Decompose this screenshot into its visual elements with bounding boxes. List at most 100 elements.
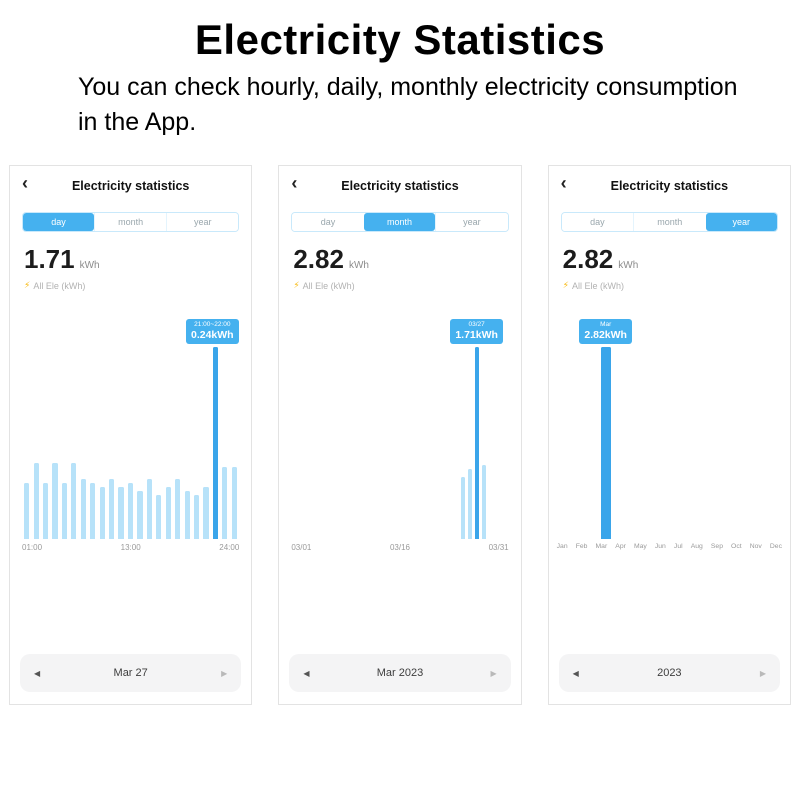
tab-year[interactable]: year — [435, 213, 508, 231]
x-axis-label: Oct — [731, 543, 742, 550]
page-title: Electricity Statistics — [194, 16, 606, 63]
tab-month[interactable]: month — [633, 213, 706, 231]
chart-bar[interactable] — [184, 491, 190, 539]
chart-bar[interactable] — [600, 347, 611, 539]
chart-bar[interactable] — [165, 487, 171, 539]
chart-tooltip: Mar 2.82kWh — [579, 318, 632, 344]
prev-month-button[interactable]: ◀ — [303, 668, 310, 678]
back-icon[interactable]: ‹ — [22, 173, 28, 193]
total-value: 1.71 — [24, 244, 75, 274]
chart-bar[interactable] — [212, 347, 218, 539]
back-icon[interactable]: ‹ — [560, 173, 567, 193]
legend: ⚡ All Ele (kWh) — [293, 280, 506, 291]
page-subtitle: You can check hourly, daily, monthly ele… — [78, 73, 738, 136]
x-axis-label: Jun — [654, 543, 666, 550]
screen-title: Electricity statistics — [71, 179, 190, 193]
x-axis-label: 03/16 — [389, 543, 410, 552]
next-year-button[interactable]: ▶ — [759, 668, 766, 678]
x-axis-label: Sep — [710, 543, 723, 550]
chart-bar[interactable] — [24, 483, 30, 539]
chart-bar[interactable] — [80, 479, 86, 539]
chart-bar[interactable] — [33, 463, 39, 539]
screen-title: Electricity statistics — [610, 179, 729, 193]
prev-year-button[interactable]: ◀ — [572, 668, 579, 678]
total-consumption: 2.82 kWh — [563, 244, 776, 275]
prev-day-button[interactable]: ◀ — [34, 668, 41, 678]
chart-bar[interactable] — [156, 495, 162, 539]
chart-bar[interactable] — [474, 347, 479, 539]
tab-bar: day month year — [22, 212, 240, 232]
tab-year[interactable]: year — [705, 213, 777, 231]
screen-header: ‹ Electricity statistics — [10, 166, 251, 206]
x-axis-label: Jul — [673, 543, 683, 550]
back-icon[interactable]: ‹ — [291, 173, 298, 193]
tab-month[interactable]: month — [363, 213, 436, 231]
legend-label: All Ele (kWh) — [571, 280, 624, 291]
date-pager: ◀ Mar 27 ▶ — [20, 654, 242, 692]
x-axis-label: 03/31 — [488, 543, 509, 552]
x-axis-label: 01:00 — [22, 543, 43, 552]
x-axis-label: May — [633, 543, 647, 550]
x-axis-label: Nov — [749, 543, 762, 550]
tab-day[interactable]: day — [292, 213, 364, 231]
legend: ⚡ All Ele (kWh) — [24, 280, 237, 291]
x-axis-label: 03/01 — [291, 543, 312, 552]
x-axis-label: Jan — [556, 543, 568, 550]
x-axis: 01:00 13:00 24:00 — [10, 539, 251, 552]
x-axis: 03/01 03/16 03/31 — [279, 539, 520, 552]
chart-bar[interactable] — [61, 483, 68, 539]
chart-bar[interactable] — [481, 465, 486, 539]
chart-bar[interactable] — [193, 495, 200, 539]
x-axis-label: 13:00 — [120, 543, 141, 552]
chart-bar[interactable] — [90, 483, 96, 539]
chart-bar[interactable] — [52, 463, 58, 539]
chart-bar[interactable] — [203, 487, 209, 539]
x-axis-label: 24:00 — [219, 543, 240, 552]
phone-screen-day: ‹ Electricity statistics day month year … — [9, 165, 253, 705]
phone-screen-month: ‹ Electricity statistics day month year … — [278, 165, 522, 705]
chart-bar[interactable] — [222, 467, 228, 539]
pager-label: Mar 2023 — [376, 667, 424, 679]
chart-bar[interactable] — [460, 477, 465, 539]
screen-title: Electricity statistics — [341, 179, 459, 193]
screens-row: ‹ Electricity statistics day month year … — [0, 165, 800, 705]
total-consumption: 2.82 kWh — [293, 244, 506, 275]
x-axis: Jan Feb Mar Apr May Jun Jul Aug Sep Oct Nov Dec — [549, 539, 790, 550]
tab-year[interactable]: year — [166, 213, 239, 231]
total-unit: kWh — [348, 260, 369, 271]
hero-section: Electricity Statistics You can check hou… — [0, 0, 800, 139]
bar-chart-daily[interactable]: 03/27 1.71kWh — [291, 307, 508, 539]
chart-tooltip: 21:00~22:00 0.24kWh — [186, 318, 239, 344]
x-axis-label: Aug — [690, 543, 703, 550]
screen-header: ‹ Electricity statistics — [279, 166, 520, 206]
next-day-button[interactable]: ▶ — [221, 668, 228, 678]
chart-bar[interactable] — [109, 479, 115, 539]
x-axis-label: Apr — [615, 543, 626, 550]
tab-day[interactable]: day — [23, 213, 95, 231]
chart-bar[interactable] — [175, 479, 181, 539]
tab-month[interactable]: month — [94, 213, 167, 231]
legend-label: All Ele (kWh) — [33, 280, 86, 291]
chart-bar[interactable] — [467, 469, 472, 539]
phone-screen-year: ‹ Electricity statistics day month year … — [547, 165, 791, 705]
chart-bar[interactable] — [71, 463, 77, 539]
pager-label: 2023 — [657, 667, 682, 679]
chart-bar[interactable] — [99, 487, 105, 539]
next-month-button[interactable]: ▶ — [490, 668, 497, 678]
x-axis-label: Mar — [595, 543, 608, 550]
tab-day[interactable]: day — [561, 213, 634, 231]
tab-bar: day month year — [560, 212, 778, 232]
total-consumption: 1.71 kWh — [24, 244, 237, 275]
bar-chart-monthly[interactable]: Mar 2.82kWh — [561, 307, 778, 539]
chart-bar[interactable] — [127, 483, 134, 539]
chart-bar[interactable] — [231, 467, 237, 539]
chart-bar[interactable] — [42, 483, 49, 539]
total-value: 2.82 — [293, 244, 344, 274]
pager-label: Mar 27 — [113, 667, 148, 679]
chart-bar[interactable] — [118, 487, 124, 539]
chart-bar[interactable] — [137, 491, 143, 539]
lightning-icon: ⚡ — [293, 280, 300, 290]
chart-bar[interactable] — [146, 479, 152, 539]
bar-chart-hourly[interactable]: 21:00~22:00 0.24kWh — [22, 307, 239, 539]
total-value: 2.82 — [562, 244, 614, 274]
